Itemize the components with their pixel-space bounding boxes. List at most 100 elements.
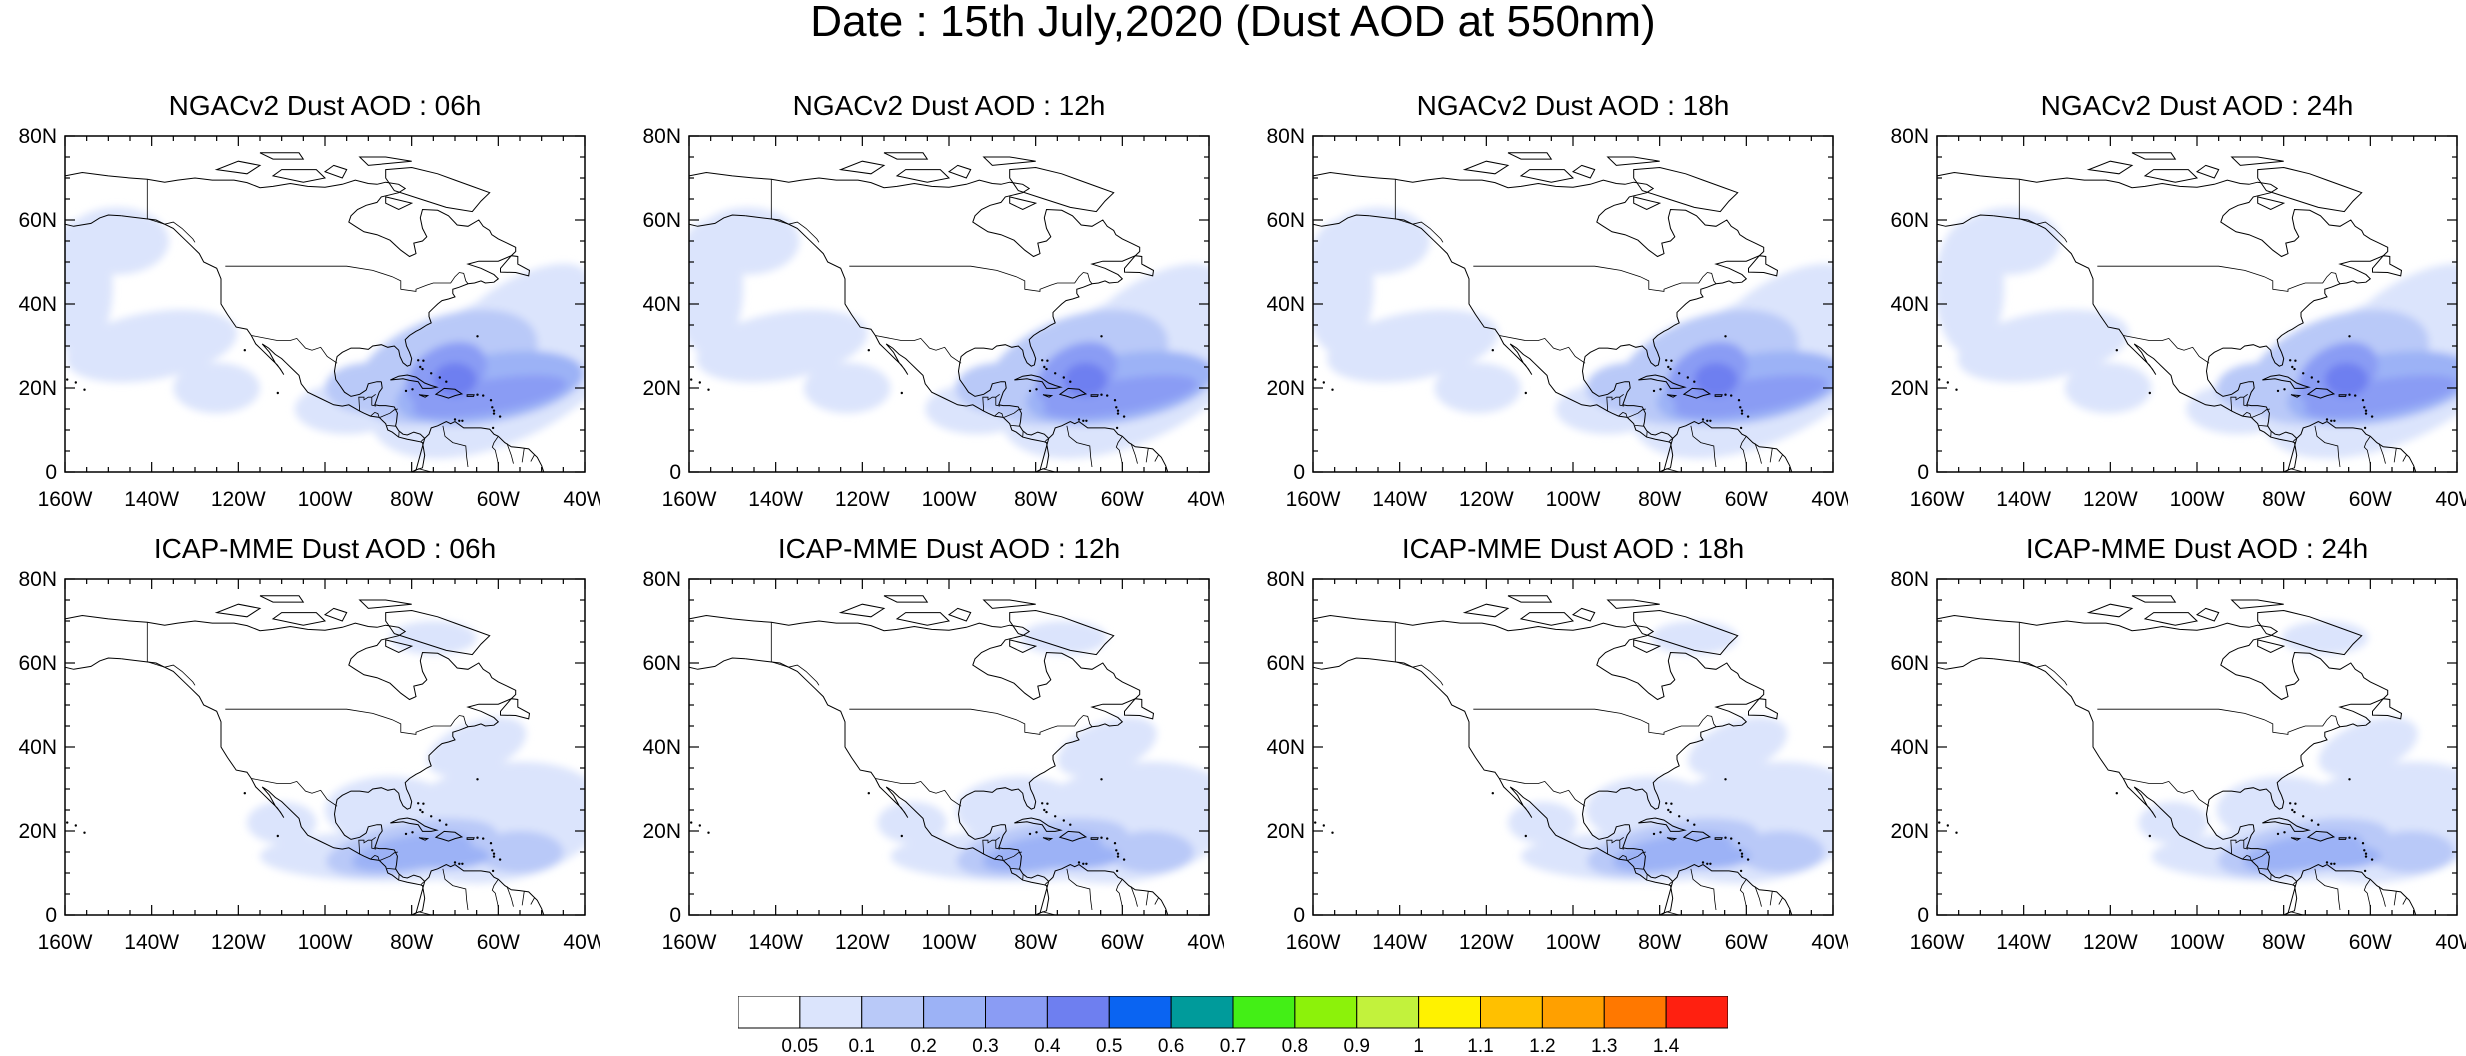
aod-contour <box>1043 375 1198 418</box>
lon-tick-label: 120W <box>211 931 266 954</box>
panel-title: NGACv2 Dust AOD : 18h <box>1416 90 1730 121</box>
colorbar-swatch <box>1232 996 1296 1029</box>
lon-tick-label: 80W <box>1014 488 1057 511</box>
lon-tick-label: 80W <box>390 931 433 954</box>
lon-tick-label: 80W <box>1638 931 1681 954</box>
axis-ticks <box>688 135 1210 473</box>
colorbar-level-label: 1.2 <box>1529 1036 1555 1056</box>
aod-contour <box>65 207 169 275</box>
lat-tick-label: 20N <box>642 820 681 843</box>
colorbar-level-label: 0.8 <box>1282 1036 1308 1056</box>
lat-tick-label: 60N <box>1890 652 1929 675</box>
lon-tick-label: 40W <box>1187 931 1224 954</box>
lon-tick-label: 40W <box>1811 931 1848 954</box>
colorbar-swatch <box>985 996 1048 1029</box>
lat-tick-label: 80N <box>1890 126 1929 148</box>
lon-tick-label: 160W <box>1286 931 1341 954</box>
lat-tick-label: 60N <box>642 209 681 232</box>
panel-title: ICAP-MME Dust AOD : 18h <box>1401 533 1745 564</box>
lon-tick-label: 40W <box>2435 488 2466 511</box>
lat-tick-label: 20N <box>1890 820 1929 843</box>
lon-tick-label: 100W <box>922 931 977 954</box>
lat-tick-label: 0 <box>1293 904 1305 927</box>
lon-tick-label: 80W <box>2262 931 2305 954</box>
aod-contour <box>1327 309 1499 383</box>
map-panel-ngac-24h: NGACv2 Dust AOD : 24h 80N 60N 40N 20N 0 160W 14… <box>1872 92 2466 562</box>
aod-contour <box>2324 362 2369 397</box>
panel-title: NGACv2 Dust AOD : 24h <box>2040 90 2354 121</box>
aod-contour <box>2318 717 2418 777</box>
colorbar-swatch <box>1356 996 1420 1029</box>
map-plot: 80N 60N 40N 20N 0 160W 140W 120W 100W 80W 60W 40W <box>642 126 1224 511</box>
lat-tick-label: 80N <box>1266 126 1305 148</box>
lon-tick-label: 40W <box>2435 931 2466 954</box>
colorbar-level-label: 1.4 <box>1653 1036 1680 1056</box>
lon-tick-label: 120W <box>211 488 266 511</box>
colorbar-swatch <box>1418 996 1482 1029</box>
lat-tick-label: 60N <box>1266 652 1305 675</box>
axis-ticks <box>1936 578 2458 916</box>
map-plot: 80N 60N 40N 20N 0 160W 140W 120W 100W 80W 60W 40W <box>18 569 600 954</box>
dust-aod-field <box>247 621 585 884</box>
lon-tick-label: 120W <box>835 931 890 954</box>
axis-ticks <box>688 578 1210 916</box>
axis-ticks <box>1936 135 2458 473</box>
lon-tick-label: 60W <box>1725 931 1768 954</box>
lon-tick-label: 140W <box>1996 931 2051 954</box>
colorbar-level-label: 0.1 <box>849 1036 875 1056</box>
aod-contour <box>2064 362 2152 414</box>
lon-tick-label: 120W <box>2083 931 2138 954</box>
aod-contour <box>2281 621 2369 655</box>
lat-tick-label: 60N <box>1266 209 1305 232</box>
aod-contour <box>1107 831 1194 873</box>
lon-tick-label: 80W <box>2262 488 2305 511</box>
lon-tick-label: 160W <box>1910 488 1965 511</box>
lon-tick-label: 60W <box>1101 488 1144 511</box>
aod-contour <box>1434 362 1521 414</box>
lon-tick-label: 60W <box>2349 931 2392 954</box>
colorbar-swatch <box>1170 996 1234 1029</box>
aod-contour <box>325 362 412 414</box>
lon-tick-label: 120W <box>1459 488 1514 511</box>
lon-tick-label: 80W <box>390 488 433 511</box>
lat-tick-label: 20N <box>1890 377 1929 400</box>
lat-tick-label: 0 <box>1917 904 1929 927</box>
map-panel-icap-18h: ICAP-MME Dust AOD : 18h 80N 60N 40N 20N 0 160W… <box>1248 535 1848 1005</box>
aod-contour <box>1688 717 1788 777</box>
colorbar-level-label: 0.05 <box>781 1036 818 1056</box>
aod-contour <box>955 362 1043 414</box>
colorbar-swatch <box>1480 996 1543 1029</box>
lon-tick-label: 100W <box>298 931 353 954</box>
lat-tick-label: 80N <box>642 569 681 591</box>
lon-tick-label: 140W <box>1372 488 1427 511</box>
lat-tick-label: 40N <box>1266 736 1305 759</box>
lon-tick-label: 160W <box>38 931 93 954</box>
map-plot: 80N 60N 40N 20N 0 160W 140W 120W 100W 80W 60W 40W <box>1266 569 1848 954</box>
map-plot: 80N 60N 40N 20N 0 160W 140W 120W 100W 80W 60W 40W <box>1890 126 2466 511</box>
coastlines <box>1313 595 1793 915</box>
aod-contour <box>476 831 564 873</box>
colorbar-swatch <box>1603 996 1667 1029</box>
aod-contour <box>412 375 567 418</box>
map-plot: 80N 60N 40N 20N 0 160W 140W 120W 100W 80W 60W 40W <box>1266 126 1848 511</box>
coastlines <box>689 595 1169 915</box>
aod-contour <box>2368 831 2455 873</box>
lat-tick-label: 80N <box>18 569 57 591</box>
map-plot: 80N 60N 40N 20N 0 160W 140W 120W 100W 80W 60W 40W <box>642 569 1224 954</box>
aod-contour <box>1063 362 1108 397</box>
dust-aod-field <box>65 207 585 459</box>
lat-tick-label: 40N <box>18 736 57 759</box>
lon-tick-label: 60W <box>2349 488 2392 511</box>
aod-contour <box>1664 843 1751 869</box>
panel-title: NGACv2 Dust AOD : 12h <box>792 90 1106 121</box>
colorbar-swatch <box>1294 996 1358 1029</box>
lat-tick-label: 60N <box>18 652 57 675</box>
lon-tick-label: 140W <box>124 488 179 511</box>
panel-title: ICAP-MME Dust AOD : 24h <box>2025 533 2369 564</box>
lon-tick-label: 100W <box>2170 931 2225 954</box>
colorbar: 0.05 0.1 0.2 0.3 0.4 0.5 0.6 0.7 0.8 0.9 1 1.1 1.2 1.… <box>738 996 1728 1056</box>
coastlines <box>1313 152 1793 472</box>
dust-aod-field <box>1508 621 1833 884</box>
lat-tick-label: 40N <box>642 736 681 759</box>
lon-tick-label: 160W <box>662 931 717 954</box>
